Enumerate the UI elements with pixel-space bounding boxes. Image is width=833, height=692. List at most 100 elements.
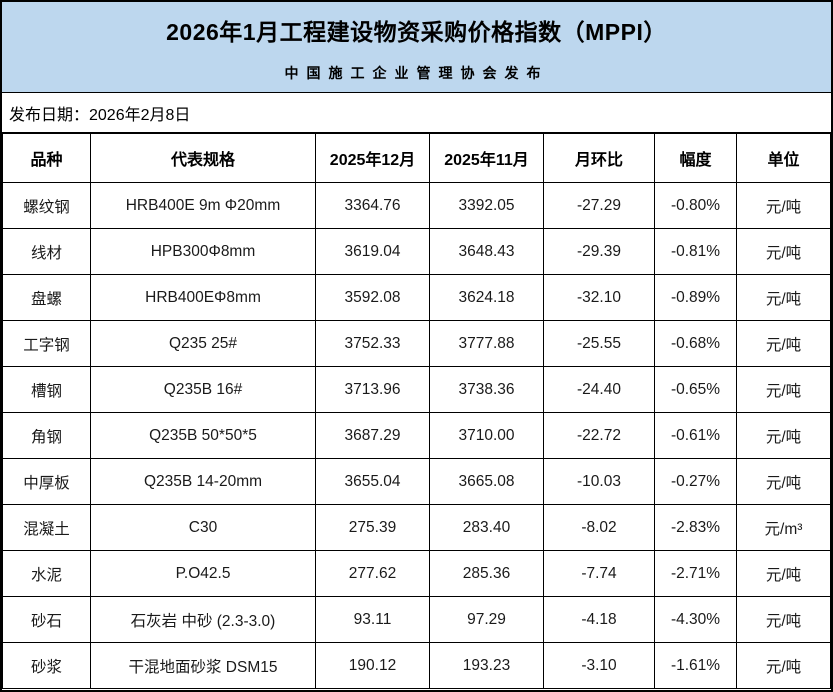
cell-mom-pct: -1.61% (654, 642, 737, 689)
cell-mom-pct: -2.71% (654, 550, 737, 597)
table-row: 角钢 Q235B 50*50*5 3687.29 3710.00 -22.72 … (2, 412, 831, 459)
cell-variety: 工字钢 (2, 320, 91, 367)
cell-spec: Q235B 16# (90, 366, 316, 413)
cell-variety: 砂浆 (2, 642, 91, 689)
cell-price-nov: 3710.00 (429, 412, 544, 459)
cell-price-nov: 3738.36 (429, 366, 544, 413)
cell-variety: 角钢 (2, 412, 91, 459)
publish-date-row: 发布日期：2026年2月8日 (2, 93, 831, 133)
cell-unit: 元/吨 (736, 550, 831, 597)
column-header-nov-2025: 2025年11月 (429, 133, 544, 183)
cell-spec: Q235B 14-20mm (90, 458, 316, 505)
cell-mom-change: -8.02 (543, 504, 655, 551)
cell-mom-change: -3.10 (543, 642, 655, 689)
cell-price-dec: 3713.96 (315, 366, 430, 413)
cell-price-dec: 93.11 (315, 596, 430, 643)
cell-unit: 元/吨 (736, 596, 831, 643)
cell-unit: 元/吨 (736, 320, 831, 367)
cell-spec: HPB300Φ8mm (90, 228, 316, 275)
table-row: 砂石 石灰岩 中砂 (2.3-3.0) 93.11 97.29 -4.18 -4… (2, 596, 831, 643)
cell-variety: 混凝土 (2, 504, 91, 551)
cell-mom-pct: -0.65% (654, 366, 737, 413)
cell-price-dec: 3592.08 (315, 274, 430, 321)
table-row: 槽钢 Q235B 16# 3713.96 3738.36 -24.40 -0.6… (2, 366, 831, 413)
cell-variety: 盘螺 (2, 274, 91, 321)
cell-spec: Q235B 50*50*5 (90, 412, 316, 459)
column-header-dec-2025: 2025年12月 (315, 133, 430, 183)
cell-price-dec: 3687.29 (315, 412, 430, 459)
cell-mom-pct: -0.81% (654, 228, 737, 275)
publish-date-text: 发布日期：2026年2月8日 (9, 106, 191, 124)
cell-mom-change: -10.03 (543, 458, 655, 505)
cell-mom-change: -4.18 (543, 596, 655, 643)
cell-mom-pct: -0.61% (654, 412, 737, 459)
cell-mom-pct: -0.68% (654, 320, 737, 367)
table-row: 螺纹钢 HRB400E 9m Φ20mm 3364.76 3392.05 -27… (2, 182, 831, 229)
cell-price-nov: 3648.43 (429, 228, 544, 275)
table-header-row: 品种 代表规格 2025年12月 2025年11月 月环比 幅度 单位 (2, 133, 831, 183)
column-header-mom-change: 月环比 (543, 133, 655, 183)
cell-mom-pct: -0.27% (654, 458, 737, 505)
table-row: 盘螺 HRB400EΦ8mm 3592.08 3624.18 -32.10 -0… (2, 274, 831, 321)
cell-spec: Q235 25# (90, 320, 316, 367)
cell-unit: 元/吨 (736, 412, 831, 459)
cell-spec: HRB400E 9m Φ20mm (90, 182, 316, 229)
cell-variety: 螺纹钢 (2, 182, 91, 229)
cell-mom-pct: -2.83% (654, 504, 737, 551)
cell-unit: 元/m³ (736, 504, 831, 551)
table-row: 水泥 P.O42.5 277.62 285.36 -7.74 -2.71% 元/… (2, 550, 831, 597)
price-index-table: 品种 代表规格 2025年12月 2025年11月 月环比 幅度 单位 螺纹钢 … (2, 133, 831, 689)
cell-price-dec: 277.62 (315, 550, 430, 597)
cell-price-nov: 3777.88 (429, 320, 544, 367)
cell-spec: P.O42.5 (90, 550, 316, 597)
column-header-variety: 品种 (2, 133, 91, 183)
table-row: 砂浆 干混地面砂浆 DSM15 190.12 193.23 -3.10 -1.6… (2, 642, 831, 689)
cell-price-dec: 3752.33 (315, 320, 430, 367)
cell-variety: 线材 (2, 228, 91, 275)
column-header-unit: 单位 (736, 133, 831, 183)
cell-spec: 干混地面砂浆 DSM15 (90, 642, 316, 689)
cell-mom-change: -32.10 (543, 274, 655, 321)
cell-mom-change: -24.40 (543, 366, 655, 413)
table-row: 中厚板 Q235B 14-20mm 3655.04 3665.08 -10.03… (2, 458, 831, 505)
cell-mom-change: -29.39 (543, 228, 655, 275)
column-header-spec: 代表规格 (90, 133, 316, 183)
table-row: 混凝土 C30 275.39 283.40 -8.02 -2.83% 元/m³ (2, 504, 831, 551)
cell-price-dec: 3619.04 (315, 228, 430, 275)
cell-spec: HRB400EΦ8mm (90, 274, 316, 321)
table-row: 线材 HPB300Φ8mm 3619.04 3648.43 -29.39 -0.… (2, 228, 831, 275)
cell-price-nov: 3392.05 (429, 182, 544, 229)
publisher-subtitle: 中国施工企业管理协会发布 (284, 66, 549, 82)
cell-price-nov: 193.23 (429, 642, 544, 689)
cell-mom-change: -25.55 (543, 320, 655, 367)
cell-price-dec: 275.39 (315, 504, 430, 551)
cell-price-nov: 97.29 (429, 596, 544, 643)
cell-price-nov: 3665.08 (429, 458, 544, 505)
cell-spec: C30 (90, 504, 316, 551)
page-title: 2026年1月工程建设物资采购价格指数（MPPI） (166, 19, 667, 45)
table-row: 工字钢 Q235 25# 3752.33 3777.88 -25.55 -0.6… (2, 320, 831, 367)
cell-unit: 元/吨 (736, 458, 831, 505)
cell-unit: 元/吨 (736, 228, 831, 275)
cell-mom-pct: -0.80% (654, 182, 737, 229)
header-band: 2026年1月工程建设物资采购价格指数（MPPI） 中国施工企业管理协会发布 (2, 2, 831, 93)
cell-variety: 中厚板 (2, 458, 91, 505)
cell-mom-change: -22.72 (543, 412, 655, 459)
cell-mom-pct: -4.30% (654, 596, 737, 643)
cell-unit: 元/吨 (736, 642, 831, 689)
cell-price-nov: 3624.18 (429, 274, 544, 321)
cell-mom-change: -27.29 (543, 182, 655, 229)
cell-mom-pct: -0.89% (654, 274, 737, 321)
cell-price-dec: 3655.04 (315, 458, 430, 505)
cell-variety: 砂石 (2, 596, 91, 643)
column-header-mom-pct: 幅度 (654, 133, 737, 183)
cell-variety: 槽钢 (2, 366, 91, 413)
cell-unit: 元/吨 (736, 366, 831, 413)
cell-price-nov: 285.36 (429, 550, 544, 597)
cell-price-dec: 190.12 (315, 642, 430, 689)
cell-variety: 水泥 (2, 550, 91, 597)
cell-spec: 石灰岩 中砂 (2.3-3.0) (90, 596, 316, 643)
cell-price-dec: 3364.76 (315, 182, 430, 229)
cell-mom-change: -7.74 (543, 550, 655, 597)
